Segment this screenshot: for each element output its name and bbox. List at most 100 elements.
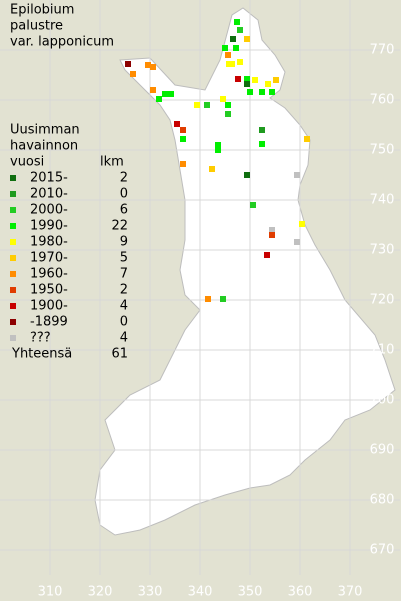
legend-header: vuosi — [10, 155, 44, 170]
observation — [259, 127, 265, 133]
legend-swatch — [10, 223, 16, 229]
legend-header: Uusimman — [10, 123, 80, 138]
legend-label: 1970- — [30, 251, 68, 266]
observation — [259, 89, 265, 95]
observation — [180, 161, 186, 167]
x-tick-label: 350 — [238, 585, 263, 600]
observation — [180, 127, 186, 133]
observation — [220, 96, 226, 102]
y-tick-label: 710 — [370, 343, 395, 358]
observation — [264, 252, 270, 258]
observation — [244, 81, 250, 87]
legend-label: 1900- — [30, 299, 68, 314]
y-tick-label: 750 — [370, 143, 395, 158]
observation — [237, 59, 243, 65]
observation — [233, 45, 239, 51]
legend-count: 22 — [111, 219, 128, 234]
observation — [222, 45, 228, 51]
observation — [215, 142, 221, 148]
legend-count: 0 — [120, 315, 128, 330]
legend-label: 2010- — [30, 187, 68, 202]
observation — [162, 91, 168, 97]
legend-label: ??? — [30, 331, 51, 346]
legend-swatch — [10, 303, 16, 309]
observation — [237, 27, 243, 33]
y-tick-label: 740 — [370, 193, 395, 208]
x-tick-label: 370 — [338, 585, 363, 600]
observation — [269, 232, 275, 238]
observation — [225, 52, 231, 58]
legend-swatch — [10, 335, 16, 341]
observation — [234, 19, 240, 25]
legend-count: 7 — [120, 267, 128, 282]
observation — [244, 36, 250, 42]
title: var. lapponicum — [10, 35, 114, 50]
legend-swatch — [10, 271, 16, 277]
observation — [247, 89, 253, 95]
observation — [130, 71, 136, 77]
observation — [250, 202, 256, 208]
observation — [294, 172, 300, 178]
legend-swatch — [10, 319, 16, 325]
x-tick-label: 320 — [88, 585, 113, 600]
legend-header: havainnon — [10, 139, 78, 154]
y-tick-label: 680 — [370, 493, 395, 508]
legend-swatch — [10, 287, 16, 293]
observation — [156, 96, 162, 102]
legend-swatch — [10, 207, 16, 213]
legend-label: 2015- — [30, 171, 68, 186]
observation — [145, 62, 151, 68]
observation — [259, 141, 265, 147]
observation — [125, 61, 131, 67]
observation — [235, 76, 241, 82]
legend-label: 1990- — [30, 219, 68, 234]
legend-count: 2 — [120, 171, 128, 186]
total-label: Yhteensä — [11, 347, 72, 362]
y-tick-label: 670 — [370, 543, 395, 558]
legend-swatch — [10, 239, 16, 245]
legend-count: 4 — [120, 331, 128, 346]
y-tick-label: 720 — [370, 293, 395, 308]
observation — [225, 102, 231, 108]
x-tick-label: 310 — [38, 585, 63, 600]
observation — [215, 147, 221, 153]
observation — [230, 36, 236, 42]
title: palustre — [10, 19, 63, 34]
observation — [244, 76, 250, 82]
observation — [194, 102, 200, 108]
observation — [244, 172, 250, 178]
legend-swatch — [10, 175, 16, 181]
legend-label: 1980- — [30, 235, 68, 250]
y-tick-label: 690 — [370, 443, 395, 458]
legend-label: 1960- — [30, 267, 68, 282]
observation — [174, 121, 180, 127]
legend-label: -1899 — [30, 315, 68, 330]
observation — [205, 296, 211, 302]
observations — [125, 19, 310, 302]
observation — [220, 296, 226, 302]
observation — [269, 227, 275, 233]
observation — [150, 64, 156, 70]
legend-count: 0 — [120, 187, 128, 202]
legend-count: 4 — [120, 299, 128, 314]
observation — [168, 91, 174, 97]
legend-swatch — [10, 191, 16, 197]
legend-label: 1950- — [30, 283, 68, 298]
title: Epilobium — [10, 3, 74, 18]
observation — [304, 136, 310, 142]
legend-label: 2000- — [30, 203, 68, 218]
x-tick-label: 360 — [288, 585, 313, 600]
observation — [225, 111, 231, 117]
x-tick-label: 330 — [138, 585, 163, 600]
observation — [209, 166, 215, 172]
observation — [252, 77, 258, 83]
y-tick-label: 700 — [370, 393, 395, 408]
legend-count: 9 — [120, 235, 128, 250]
y-tick-label: 770 — [370, 43, 395, 58]
observation — [294, 239, 300, 245]
observation — [299, 221, 305, 227]
total-count: 61 — [111, 347, 128, 362]
